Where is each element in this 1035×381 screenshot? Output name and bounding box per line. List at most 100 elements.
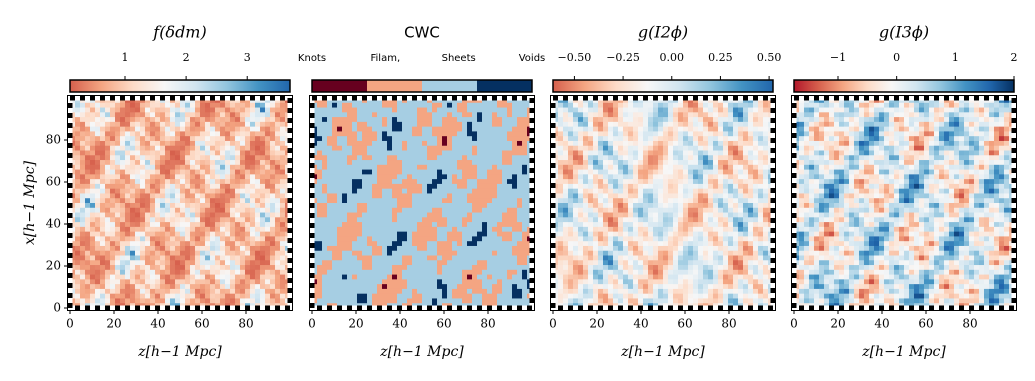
field-cell: [467, 246, 473, 251]
field-cell: [185, 141, 191, 146]
field-cell: [497, 131, 503, 136]
field-cell: [412, 160, 418, 165]
field-cell: [367, 179, 373, 184]
field-cell: [332, 203, 338, 208]
field-cell: [442, 222, 448, 227]
field-cell: [623, 279, 629, 284]
field-cell: [432, 275, 438, 280]
field-cell: [347, 289, 353, 294]
field-cell: [190, 279, 196, 284]
field-cell: [317, 265, 323, 270]
field-cell: [235, 151, 241, 156]
field-cell: [125, 174, 131, 179]
field-cell: [507, 117, 513, 122]
field-cell: [275, 265, 281, 270]
field-cell: [628, 131, 634, 136]
field-cell: [568, 241, 574, 246]
field-cell: [327, 222, 333, 227]
field-cell: [392, 256, 398, 261]
field-cell: [337, 131, 343, 136]
field-cell: [402, 160, 408, 165]
field-cell: [85, 165, 91, 170]
field-cell: [120, 165, 126, 170]
y-tick-label: 80: [46, 133, 61, 147]
field-cell: [372, 236, 378, 241]
field-cell: [215, 217, 221, 222]
field-cell: [250, 160, 256, 165]
field-cell: [437, 298, 443, 303]
field-cell: [75, 184, 81, 189]
field-cell: [185, 217, 191, 222]
field-cell: [75, 279, 81, 284]
field-cell: [578, 298, 584, 303]
field-cell: [120, 222, 126, 227]
field-cell: [195, 198, 201, 203]
field-cell: [633, 203, 639, 208]
field-cell: [130, 136, 136, 141]
field-cell: [427, 256, 433, 261]
field-cell: [372, 222, 378, 227]
field-cell: [75, 232, 81, 237]
field-cell: [352, 279, 358, 284]
field-cell: [327, 246, 333, 251]
field-cell: [110, 160, 116, 165]
field-cell: [397, 213, 403, 218]
field-cell: [175, 279, 181, 284]
field-cell: [452, 241, 458, 246]
field-cell: [165, 203, 171, 208]
field-cell: [150, 203, 156, 208]
field-cell: [507, 289, 513, 294]
field-cell: [417, 122, 423, 127]
field-cell: [568, 208, 574, 213]
field-cell: [583, 155, 589, 160]
field-cell: [95, 151, 101, 156]
field-cell: [105, 108, 111, 113]
field-cell: [255, 174, 261, 179]
field-cell: [170, 108, 176, 113]
field-cell: [100, 141, 106, 146]
field-cell: [160, 165, 166, 170]
field-cell: [507, 270, 513, 275]
field-cell: [613, 260, 619, 265]
field-cell: [382, 256, 388, 261]
field-cell: [397, 146, 403, 151]
field-cell: [382, 241, 388, 246]
field-cell: [633, 160, 639, 165]
field-cell: [337, 241, 343, 246]
field-cell: [658, 203, 664, 208]
field-cell: [195, 155, 201, 160]
field-cell: [240, 136, 246, 141]
field-cell: [397, 270, 403, 275]
field-cell: [155, 131, 161, 136]
field-cell: [140, 122, 146, 127]
field-cell: [467, 270, 473, 275]
field-cell: [200, 289, 206, 294]
field-cell: [342, 275, 348, 280]
field-cell: [382, 246, 388, 251]
field-cell: [653, 232, 659, 237]
field-cell: [342, 151, 348, 156]
field-cell: [230, 222, 236, 227]
field-cell: [180, 246, 186, 251]
field-cell: [115, 298, 121, 303]
field-cell: [255, 112, 261, 117]
field-cell: [230, 184, 236, 189]
field-cell: [100, 189, 106, 194]
field-cell: [563, 165, 569, 170]
field-cell: [563, 117, 569, 122]
field-cell: [125, 160, 131, 165]
field-cell: [105, 198, 111, 203]
field-cell: [417, 236, 423, 241]
field-cell: [155, 184, 161, 189]
field-cell: [250, 232, 256, 237]
field-cell: [337, 227, 343, 232]
field-cell: [623, 131, 629, 136]
field-cell: [397, 217, 403, 222]
field-cell: [462, 289, 468, 294]
field-cell: [85, 179, 91, 184]
field-cell: [100, 103, 106, 108]
field-cell: [628, 251, 634, 256]
field-cell: [648, 131, 654, 136]
field-cell: [558, 141, 564, 146]
field-cell: [417, 232, 423, 237]
